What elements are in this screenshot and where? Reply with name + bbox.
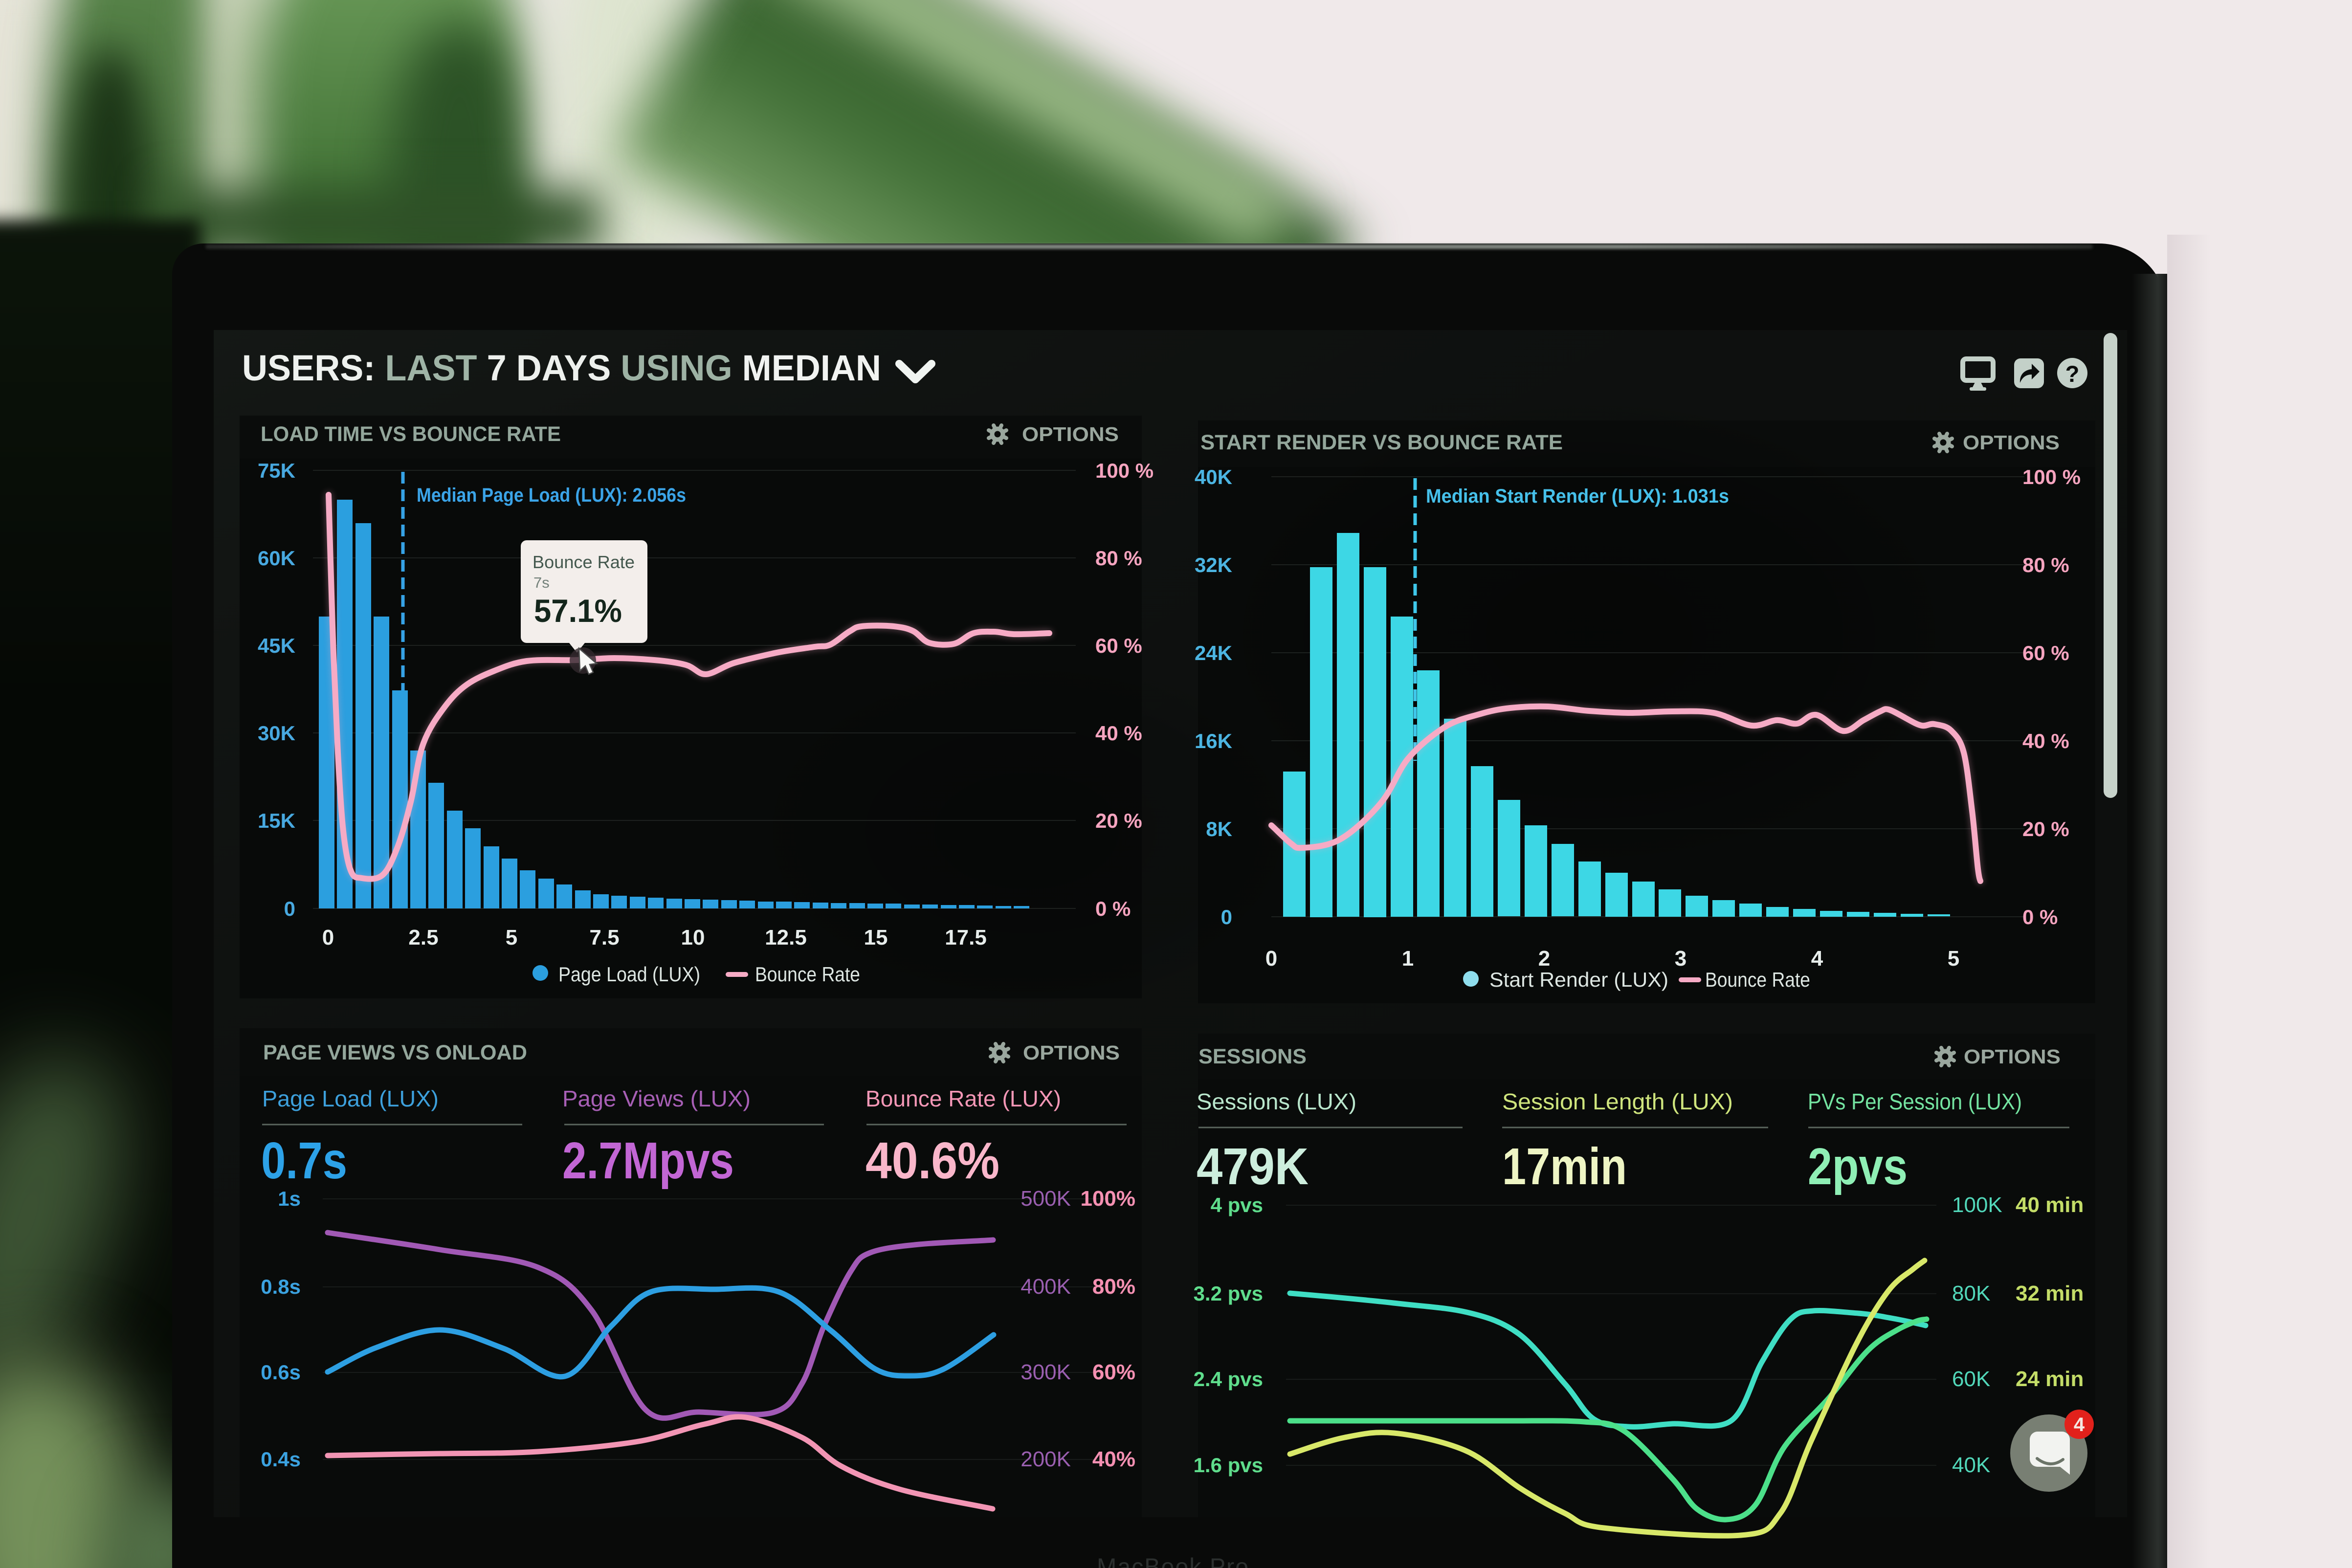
- svg-text:15K: 15K: [258, 809, 295, 832]
- svg-text:Median Page Load (LUX): 2.056s: Median Page Load (LUX): 2.056s: [417, 485, 686, 506]
- svg-text:40%: 40%: [1092, 1447, 1135, 1471]
- svg-text:300K: 300K: [1021, 1360, 1071, 1384]
- svg-text:4: 4: [2074, 1414, 2085, 1435]
- svg-text:0.4s: 0.4s: [261, 1448, 301, 1471]
- svg-text:Session Length (LUX): Session Length (LUX): [1502, 1089, 1733, 1114]
- svg-text:60K: 60K: [258, 547, 295, 570]
- svg-text:80 %: 80 %: [2022, 553, 2069, 576]
- svg-text:Page Load (LUX): Page Load (LUX): [262, 1086, 439, 1111]
- svg-text:3: 3: [1675, 947, 1686, 971]
- svg-text:8K: 8K: [1206, 817, 1232, 840]
- svg-text:20 %: 20 %: [1095, 809, 1142, 832]
- svg-text:OPTIONS: OPTIONS: [1964, 1045, 2061, 1068]
- svg-text:4 pvs: 4 pvs: [1211, 1193, 1263, 1216]
- svg-text:2.7Mpvs: 2.7Mpvs: [562, 1132, 734, 1190]
- svg-text:1s: 1s: [278, 1187, 301, 1210]
- svg-text:Start Render (LUX): Start Render (LUX): [1489, 968, 1668, 991]
- svg-text:Median Start Render (LUX): 1.0: Median Start Render (LUX): 1.031s: [1426, 486, 1729, 507]
- svg-text:PAGE VIEWS VS ONLOAD: PAGE VIEWS VS ONLOAD: [263, 1041, 527, 1064]
- svg-text:17.5: 17.5: [945, 926, 987, 950]
- svg-text:?: ?: [2065, 361, 2080, 387]
- svg-text:Sessions (LUX): Sessions (LUX): [1197, 1089, 1356, 1114]
- svg-text:16K: 16K: [1195, 729, 1232, 752]
- svg-text:57.1%: 57.1%: [534, 593, 622, 629]
- svg-text:Bounce Rate (LUX): Bounce Rate (LUX): [865, 1086, 1061, 1111]
- svg-text:10: 10: [681, 926, 705, 950]
- svg-text:45K: 45K: [258, 634, 295, 657]
- svg-text:100 %: 100 %: [1095, 459, 1154, 482]
- svg-text:100%: 100%: [1080, 1187, 1135, 1211]
- svg-text:100 %: 100 %: [2022, 465, 2081, 488]
- svg-text:2pvs: 2pvs: [1808, 1138, 1908, 1195]
- svg-text:40 %: 40 %: [2022, 729, 2069, 752]
- svg-text:Page Views (LUX): Page Views (LUX): [562, 1086, 751, 1111]
- svg-text:40K: 40K: [1952, 1453, 1990, 1477]
- svg-text:0 %: 0 %: [1095, 897, 1131, 920]
- svg-text:START RENDER VS BOUNCE RATE: START RENDER VS BOUNCE RATE: [1200, 431, 1563, 454]
- svg-text:2: 2: [1538, 947, 1550, 971]
- svg-text:7s: 7s: [533, 574, 550, 591]
- svg-text:30K: 30K: [258, 722, 295, 745]
- svg-text:32K: 32K: [1195, 553, 1232, 576]
- svg-text:479K: 479K: [1197, 1138, 1309, 1195]
- svg-text:5: 5: [1948, 947, 1959, 971]
- svg-text:LOAD TIME VS BOUNCE RATE: LOAD TIME VS BOUNCE RATE: [261, 422, 561, 446]
- svg-text:24 min: 24 min: [2016, 1367, 2084, 1391]
- svg-text:12.5: 12.5: [765, 926, 807, 950]
- svg-text:Bounce Rate: Bounce Rate: [755, 963, 860, 986]
- svg-text:80K: 80K: [1952, 1281, 1990, 1305]
- svg-text:OPTIONS: OPTIONS: [1963, 431, 2060, 454]
- svg-text:1: 1: [1402, 947, 1414, 971]
- svg-text:Bounce Rate: Bounce Rate: [1705, 968, 1810, 991]
- svg-text:0: 0: [284, 897, 295, 920]
- svg-text:Bounce Rate: Bounce Rate: [533, 552, 635, 572]
- svg-text:5: 5: [506, 926, 517, 950]
- svg-text:80 %: 80 %: [1095, 547, 1142, 570]
- svg-text:0.6s: 0.6s: [261, 1361, 301, 1384]
- svg-text:24K: 24K: [1195, 641, 1232, 664]
- svg-text:100K: 100K: [1952, 1193, 2002, 1217]
- svg-text:7.5: 7.5: [589, 926, 619, 950]
- svg-text:0 %: 0 %: [2022, 905, 2058, 928]
- svg-text:20 %: 20 %: [2022, 817, 2069, 840]
- svg-text:32 min: 32 min: [2016, 1281, 2084, 1305]
- svg-text:0: 0: [1265, 947, 1277, 971]
- svg-text:0.7s: 0.7s: [261, 1132, 347, 1190]
- svg-text:0: 0: [1221, 905, 1232, 928]
- svg-text:1.6 pvs: 1.6 pvs: [1194, 1454, 1263, 1477]
- svg-text:OPTIONS: OPTIONS: [1022, 423, 1119, 445]
- svg-text:60 %: 60 %: [1095, 634, 1142, 657]
- svg-text:17min: 17min: [1502, 1138, 1627, 1195]
- svg-text:40 min: 40 min: [2016, 1193, 2084, 1217]
- svg-text:500K: 500K: [1021, 1187, 1071, 1211]
- svg-text:200K: 200K: [1021, 1447, 1071, 1471]
- svg-text:2.5: 2.5: [408, 926, 438, 950]
- svg-text:15: 15: [864, 926, 888, 950]
- svg-text:40.6%: 40.6%: [865, 1132, 999, 1190]
- svg-text:PVs Per Session (LUX): PVs Per Session (LUX): [1808, 1089, 2022, 1114]
- svg-text:0.8s: 0.8s: [261, 1275, 301, 1298]
- svg-text:60%: 60%: [1092, 1360, 1135, 1384]
- svg-text:MacBook Pro: MacBook Pro: [1097, 1553, 1249, 1568]
- svg-text:2.4 pvs: 2.4 pvs: [1194, 1368, 1263, 1391]
- svg-text:40K: 40K: [1195, 465, 1232, 488]
- svg-text:60K: 60K: [1952, 1367, 1990, 1391]
- svg-text:OPTIONS: OPTIONS: [1023, 1041, 1120, 1064]
- svg-text:60 %: 60 %: [2022, 641, 2069, 664]
- svg-text:80%: 80%: [1092, 1275, 1135, 1299]
- svg-text:4: 4: [1811, 947, 1823, 971]
- svg-text:Page Load (LUX): Page Load (LUX): [558, 963, 700, 986]
- svg-text:40 %: 40 %: [1095, 722, 1142, 745]
- svg-text:SESSIONS: SESSIONS: [1198, 1045, 1307, 1068]
- svg-text:75K: 75K: [258, 459, 295, 482]
- svg-text:3.2 pvs: 3.2 pvs: [1194, 1282, 1263, 1305]
- svg-text:400K: 400K: [1021, 1275, 1071, 1299]
- svg-text:0: 0: [322, 926, 334, 950]
- svg-text:USERS: LAST 7 DAYS USING MEDIA: USERS: LAST 7 DAYS USING MEDIAN: [242, 348, 881, 388]
